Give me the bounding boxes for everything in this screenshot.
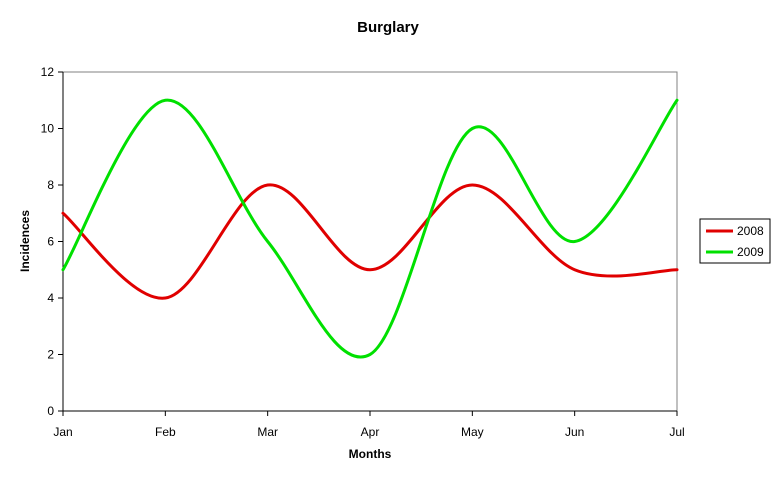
y-tick-label: 4 — [47, 291, 54, 305]
y-axis-label: Incidences — [18, 210, 32, 272]
y-tick-label: 0 — [47, 404, 54, 418]
x-tick-label: Apr — [361, 425, 380, 439]
chart-title: Burglary — [357, 19, 419, 36]
y-tick-label: 8 — [47, 178, 54, 192]
y-axis: 0 2 4 6 8 10 12 — [41, 65, 64, 418]
y-tick-label: 10 — [41, 122, 55, 136]
legend-label-2009: 2009 — [737, 245, 764, 259]
legend-box — [699, 218, 771, 264]
x-tick-label: Feb — [155, 425, 176, 439]
y-tick-label: 6 — [47, 235, 54, 249]
x-tick-label: Jul — [669, 425, 684, 439]
x-tick-label: Mar — [257, 425, 278, 439]
x-axis: Jan Feb Mar Apr May Jun Jul — [53, 410, 685, 439]
y-tick-label: 2 — [47, 348, 54, 362]
x-tick-label: Jan — [53, 425, 72, 439]
y-tick-label: 12 — [41, 65, 55, 79]
series-line-2008 — [61, 183, 679, 300]
x-tick-label: Jun — [565, 425, 584, 439]
series-group — [61, 98, 679, 359]
plot-area — [62, 71, 678, 412]
legend-label-2008: 2008 — [737, 224, 764, 238]
series-line-2009 — [61, 98, 679, 359]
legend: 2008 2009 — [699, 218, 771, 264]
x-axis-label: Months — [349, 447, 392, 461]
x-tick-label: May — [461, 425, 484, 439]
